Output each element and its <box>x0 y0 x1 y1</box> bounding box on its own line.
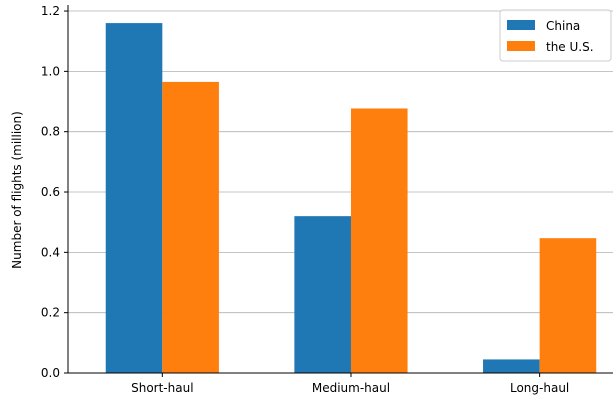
bars <box>105 23 597 374</box>
legend-swatch <box>507 41 535 51</box>
y-tick-label: 0.8 <box>41 125 60 139</box>
y-tick-label: 0.0 <box>41 366 60 380</box>
bar-china-1 <box>294 216 351 373</box>
legend-swatch <box>507 20 535 30</box>
x-tick-label: Long-haul <box>510 381 569 395</box>
legend-label: China <box>546 19 580 33</box>
y-axis-label: Number of flights (million) <box>10 111 24 269</box>
x-ticks: Short-haul Medium-haul Long-haul <box>131 373 569 395</box>
y-tick-label: 0.2 <box>41 306 60 320</box>
bar-china-0 <box>105 23 163 374</box>
bar-us-1 <box>350 108 408 374</box>
x-tick-label: Medium-haul <box>312 381 390 395</box>
legend: China the U.S. <box>499 9 612 62</box>
bar-us-0 <box>162 81 219 373</box>
x-tick-label: Short-haul <box>131 381 193 395</box>
legend-label: the U.S. <box>546 40 594 54</box>
bar-us-2 <box>539 238 597 373</box>
bar-china-2 <box>483 359 540 373</box>
axes <box>67 5 613 374</box>
y-tick-label: 0.6 <box>41 185 60 199</box>
y-tick-label: 1.2 <box>41 4 60 18</box>
y-tick-label: 0.4 <box>41 245 60 259</box>
y-ticks: 0.0 0.2 0.4 0.6 0.8 1.0 1.2 <box>41 4 68 380</box>
y-tick-label: 1.0 <box>41 64 60 78</box>
